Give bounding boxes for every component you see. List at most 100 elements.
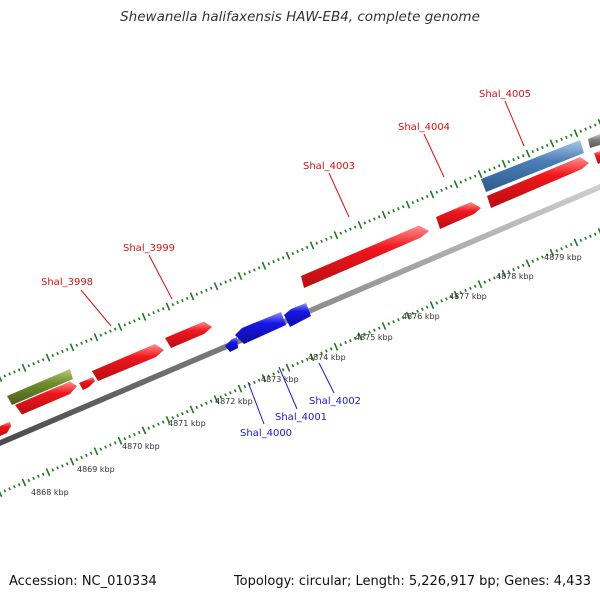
outer-tick-minor — [344, 229, 347, 233]
outer-tick-minor — [320, 239, 323, 243]
inner-tick-minor — [147, 426, 151, 430]
outer-tick-minor — [185, 296, 189, 300]
outer-tick-minor — [301, 247, 304, 252]
outer-tick-minor — [3, 374, 7, 378]
outer-tick-minor — [579, 129, 583, 133]
inner-tick-minor — [416, 309, 419, 313]
outer-tick-minor — [416, 198, 419, 203]
outer-tick-minor — [589, 125, 592, 129]
outer-tick-minor — [545, 143, 549, 147]
inner-tick-major — [165, 415, 171, 424]
label-shal-4000: Shal_4000 — [240, 428, 292, 439]
inner-tick-minor — [200, 403, 203, 407]
gene-shal-4006 — [594, 151, 600, 164]
gene-gray — [588, 134, 600, 148]
inner-tick-minor — [353, 336, 357, 341]
scale-label-4878: 4878 kbp — [496, 272, 534, 281]
gene-rna-small — [79, 377, 95, 390]
outer-tick-minor — [560, 137, 563, 141]
outer-tick-major — [69, 343, 75, 352]
inner-tick-major — [429, 301, 435, 310]
inner-tick-minor — [291, 363, 295, 368]
outer-tick-minor — [205, 288, 208, 292]
outer-tick-minor — [363, 221, 367, 225]
outer-tick-major — [333, 231, 339, 240]
inner-tick-minor — [555, 249, 559, 253]
inner-tick-minor — [248, 382, 251, 387]
outer-tick-minor — [353, 225, 357, 229]
inner-tick-minor — [584, 236, 587, 240]
outer-tick-minor — [517, 156, 520, 160]
inner-tick-minor — [89, 451, 93, 455]
outer-tick-major — [117, 322, 123, 332]
inner-tick-minor — [161, 420, 165, 424]
inner-tick-major — [21, 478, 27, 487]
inner-tick-minor — [3, 489, 7, 493]
inner-tick-minor — [137, 430, 141, 435]
outer-tick-minor — [99, 333, 103, 337]
inner-tick-minor — [507, 270, 511, 274]
inner-tick-minor — [233, 389, 237, 393]
outer-tick-major — [285, 251, 291, 260]
outer-tick-minor — [445, 186, 448, 190]
outer-tick-minor — [200, 290, 203, 294]
inner-tick-minor — [123, 437, 127, 441]
inner-tick-minor — [517, 265, 520, 270]
outer-tick-minor — [512, 158, 515, 162]
inner-tick-minor — [320, 351, 323, 355]
outer-tick-minor — [291, 252, 295, 256]
inner-tick-minor — [75, 457, 79, 462]
gene-shal-4000 — [225, 337, 238, 352]
outer-tick-minor — [253, 268, 256, 272]
inner-tick-minor — [377, 326, 381, 330]
outer-tick-minor — [37, 360, 40, 364]
outer-tick-minor — [411, 201, 415, 205]
outer-tick-minor — [440, 188, 443, 192]
outer-tick-minor — [267, 262, 271, 266]
inner-tick-minor — [421, 307, 424, 311]
gene-shal-4004 — [436, 202, 481, 229]
inner-tick-minor — [363, 332, 367, 336]
inner-tick-minor — [152, 424, 155, 428]
inner-tick-minor — [56, 466, 59, 470]
outer-tick-minor — [152, 311, 155, 315]
outer-tick-minor — [104, 331, 107, 335]
inner-tick-minor — [157, 422, 160, 426]
inner-tick-minor — [521, 263, 525, 268]
outer-tick-minor — [469, 176, 472, 180]
outer-tick-minor — [109, 329, 112, 333]
outer-tick-minor — [425, 194, 429, 198]
outer-tick-minor — [373, 217, 376, 221]
inner-tick-major — [261, 374, 267, 383]
scale-label-4872: 4872 kbp — [215, 397, 253, 406]
outer-tick-major — [21, 363, 27, 372]
inner-tick-minor — [41, 472, 45, 476]
inner-tick-minor — [257, 378, 261, 382]
inner-tick-minor — [497, 274, 501, 278]
outer-tick-major — [453, 180, 459, 189]
outer-tick-minor — [483, 170, 487, 174]
inner-tick-major — [597, 227, 600, 235]
inner-tick-minor — [61, 464, 64, 468]
inner-tick-minor — [560, 247, 563, 251]
scale-label-4876: 4876 kbp — [402, 312, 440, 321]
outer-tick-minor — [161, 307, 165, 311]
scale-labels: 4868 kbp 4869 kbp 4870 kbp 4871 kbp 4872… — [31, 253, 582, 497]
inner-tick-minor — [195, 405, 199, 410]
inner-tick-major — [333, 342, 339, 351]
outer-tick-minor — [401, 205, 405, 209]
outer-tick-minor — [329, 235, 333, 239]
inner-tick-major — [237, 384, 243, 393]
inner-tick-minor — [531, 259, 535, 263]
inner-tick-minor — [536, 257, 539, 261]
inner-tick-major — [477, 280, 483, 289]
outer-tick-minor — [257, 266, 261, 270]
label-shal-4002: Shal_4002 — [309, 396, 361, 407]
outer-tick-minor — [85, 339, 88, 343]
outer-tick-minor — [397, 207, 400, 211]
label-shal-3998: Shal_3998 — [41, 277, 93, 288]
inner-tick-minor — [185, 409, 189, 414]
outer-tick-minor — [41, 358, 45, 362]
inner-tick-minor — [8, 487, 11, 491]
inner-tick-minor — [459, 290, 463, 295]
